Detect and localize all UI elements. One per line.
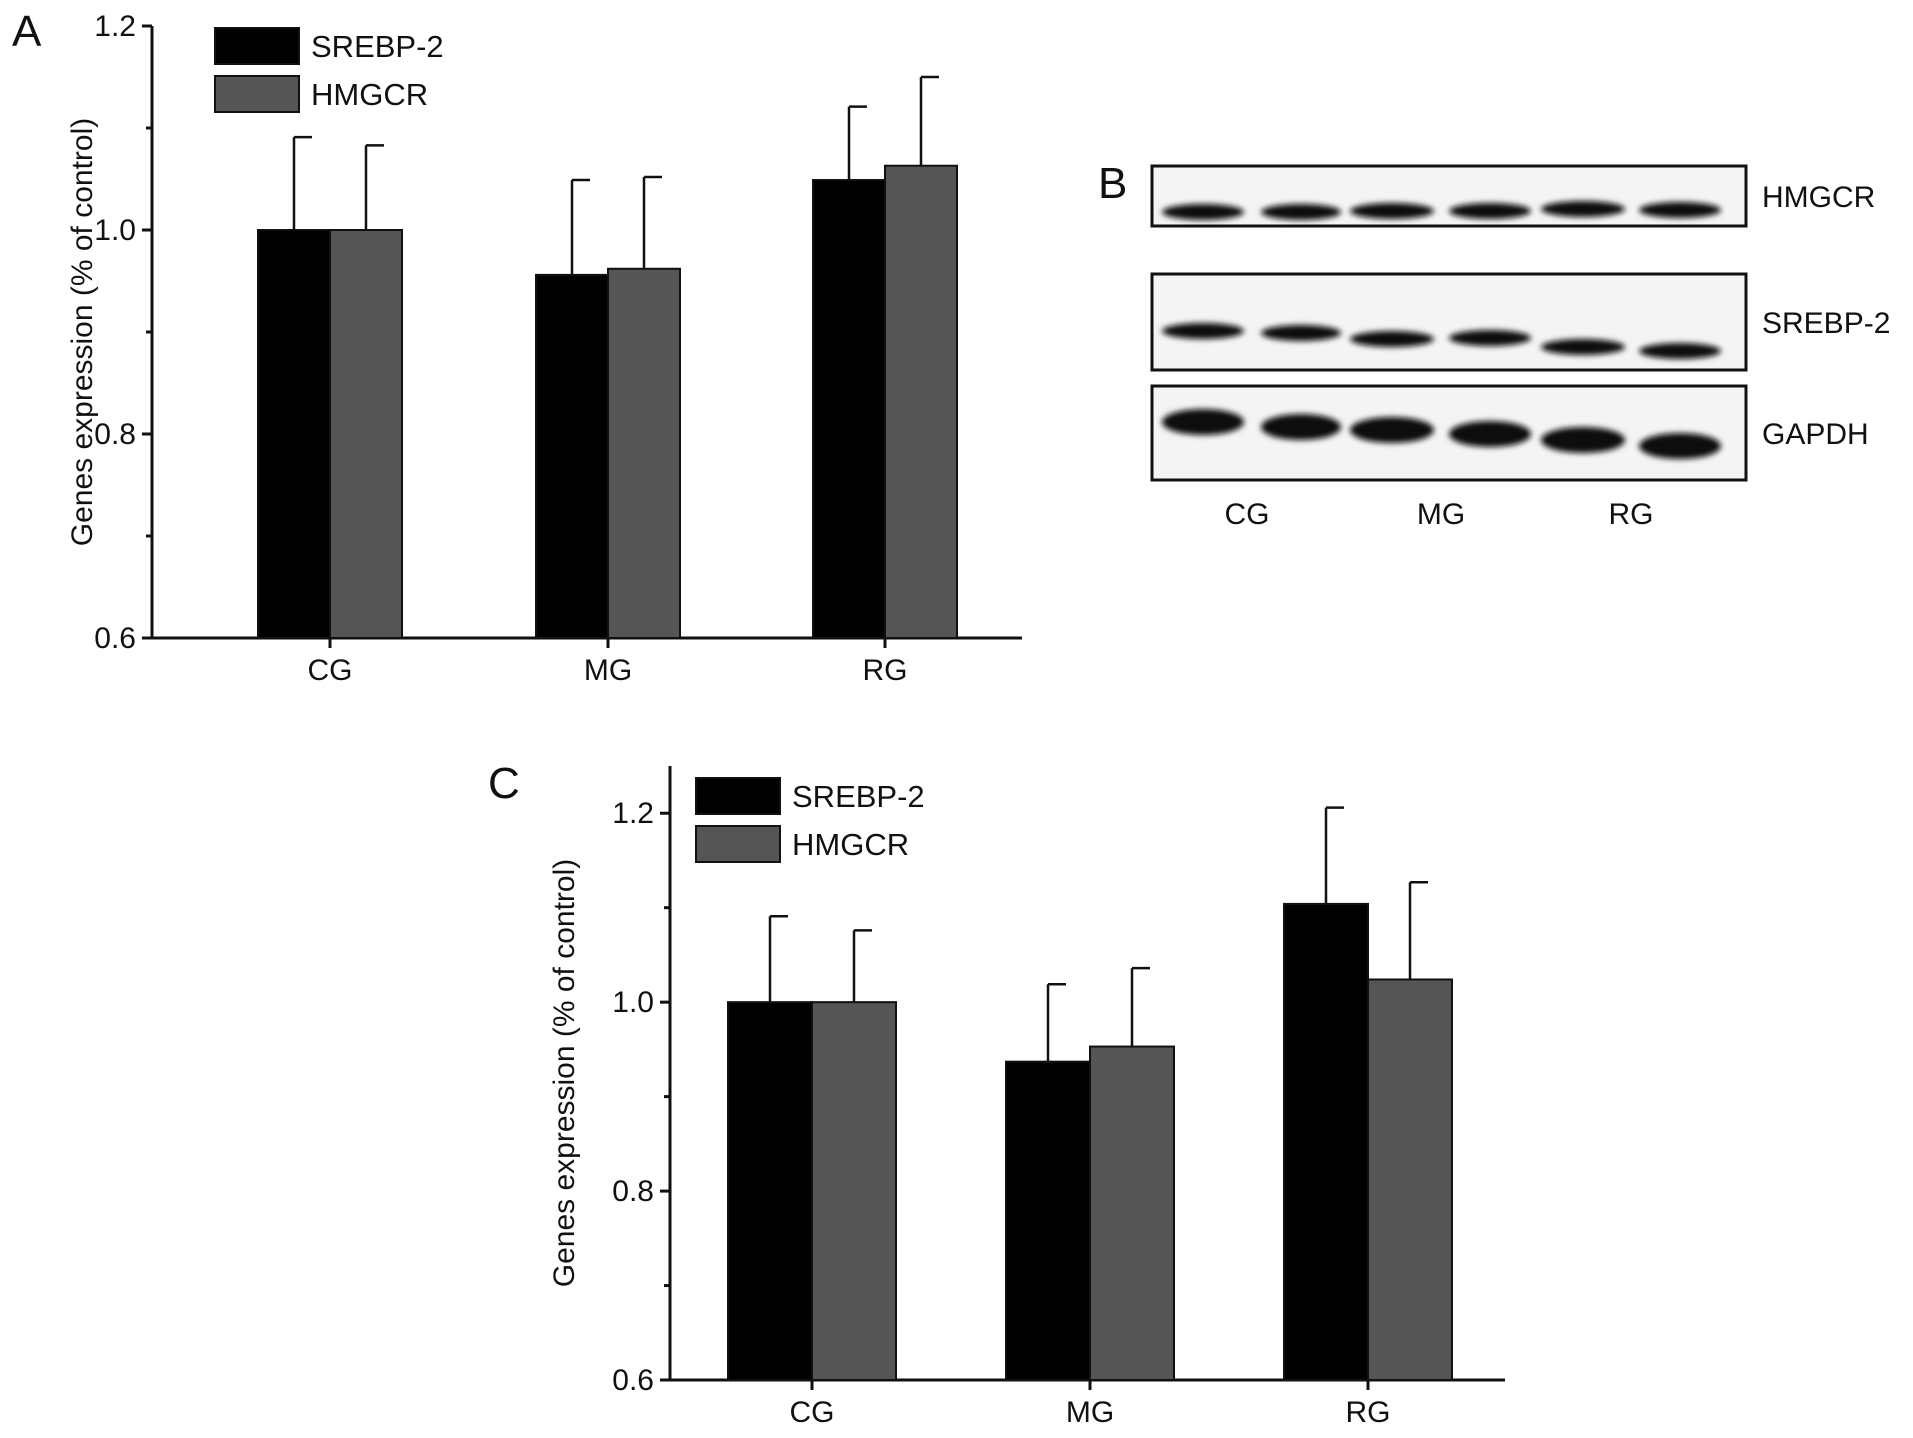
blot-band-gapdh-lane-3 [1350,417,1434,443]
y-tick-label: 1.2 [94,10,136,43]
y-tick-label: 0.8 [612,1175,654,1208]
blot-band-srebp-2-lane-1 [1162,323,1244,339]
x-category-label: CG [308,654,353,687]
blot-band-gapdh-lane-5 [1541,427,1625,453]
legend-swatch-srebp-2 [695,777,781,815]
bar-srebp-2-mg [1005,1060,1091,1382]
blot-band-gapdh-lane-2 [1261,414,1341,440]
blot-group-label-cg: CG [1225,498,1270,531]
blot-band-gapdh-lane-6 [1639,433,1721,459]
bar-hmgcr-rg [1367,978,1453,1382]
blot-group-label-mg: MG [1417,498,1465,531]
legend-label-srebp-2: SREBP-2 [792,779,925,814]
y-axis-title: Genes expression (% of control) [66,118,99,547]
blot-box-gapdh [1150,384,1748,482]
panel-a-chart: A 0.6 0.8 1.0 1.2 Genes expression (% of con… [12,7,1022,687]
x-category-label: CG [790,1396,835,1429]
x-category-label: RG [1346,1396,1391,1429]
bar-srebp-2-cg [727,1001,813,1382]
panel-b-western-blot: B HMGCR SREBP-2 GAPDH CG MG RG [1098,159,1890,531]
y-tick-label: 1.0 [612,986,654,1019]
y-tick-label: 0.6 [94,622,136,655]
legend-swatch-hmgcr [214,75,300,113]
panel-c-chart: C 0.6 0.8 1.0 1.2 Genes expression (% of con… [488,759,1505,1429]
y-axis-title: Genes expression (% of control) [548,859,581,1288]
blot-band-hmgcr-lane-2 [1261,204,1341,220]
bar-hmgcr-cg [329,229,403,639]
blot-box-srebp-2 [1150,272,1748,372]
legend-label-srebp-2: SREBP-2 [311,29,444,64]
bar-srebp-2-rg [812,179,886,640]
y-tick-label: 0.8 [94,418,136,451]
x-category-label: MG [1066,1396,1114,1429]
y-tick-label: 0.6 [612,1364,654,1397]
blot-band-srebp-2-lane-5 [1541,339,1625,355]
y-tick-label: 1.0 [94,214,136,247]
blot-band-srebp-2-lane-4 [1449,330,1531,346]
blot-band-hmgcr-lane-4 [1449,203,1531,219]
bar-hmgcr-rg [884,164,958,640]
legend-label-hmgcr: HMGCR [792,827,909,862]
bar-srebp-2-mg [535,273,609,639]
blot-band-hmgcr-lane-1 [1162,204,1244,220]
bar-srebp-2-rg [1283,902,1369,1381]
blot-row-label-gapdh: GAPDH [1762,418,1869,451]
panel-a-letter: A [12,7,42,56]
x-category-label: RG [863,654,908,687]
legend-swatch-srebp-2 [214,27,300,65]
y-tick-label: 1.2 [612,797,654,830]
blot-row-label-srebp-2: SREBP-2 [1762,307,1890,340]
blot-band-hmgcr-lane-6 [1639,202,1721,218]
blot-row-label-hmgcr: HMGCR [1762,181,1875,214]
blot-band-hmgcr-lane-3 [1350,203,1434,219]
bar-hmgcr-cg [811,1001,897,1382]
blot-band-srebp-2-lane-2 [1261,325,1341,341]
legend-swatch-hmgcr [695,825,781,863]
bar-srebp-2-cg [257,229,331,639]
panel-c-letter: C [488,759,520,808]
blot-band-gapdh-lane-1 [1162,409,1244,435]
bar-hmgcr-mg [1089,1045,1175,1381]
blot-band-srebp-2-lane-3 [1350,331,1434,347]
panel-b-letter: B [1098,159,1127,208]
bar-hmgcr-mg [607,267,681,639]
blot-band-gapdh-lane-4 [1449,421,1531,447]
blot-band-hmgcr-lane-5 [1541,201,1625,217]
blot-band-srebp-2-lane-6 [1639,343,1721,359]
blot-group-label-rg: RG [1609,498,1654,531]
x-category-label: MG [584,654,632,687]
legend-label-hmgcr: HMGCR [311,77,428,112]
blot-box-hmgcr [1150,164,1748,228]
